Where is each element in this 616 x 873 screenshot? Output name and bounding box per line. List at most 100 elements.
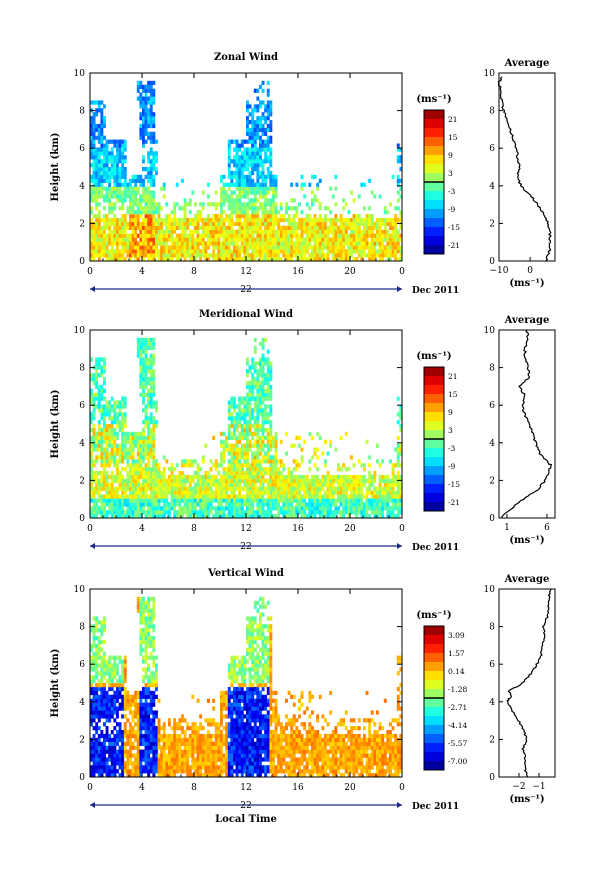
- heatmap-cell: [233, 486, 236, 491]
- heatmap-cell: [209, 253, 213, 258]
- heatmap-cell: [116, 506, 119, 511]
- heatmap-cell: [321, 229, 325, 234]
- heatmap-cell: [90, 420, 93, 425]
- heatmap-cell: [162, 217, 166, 223]
- heatmap-cell: [152, 92, 156, 97]
- heatmap-cell: [121, 257, 125, 262]
- heatmap-cell: [217, 510, 221, 515]
- heatmap-cell: [90, 643, 93, 649]
- heatmap-cell: [269, 506, 273, 511]
- heatmap-cell: [186, 459, 190, 464]
- heatmap-cell: [134, 217, 138, 223]
- heatmap-cell: [355, 245, 359, 250]
- heatmap-cell: [253, 159, 257, 164]
- heatmap-cell: [116, 420, 119, 425]
- heatmap-cell: [240, 451, 244, 456]
- heatmap-cell: [139, 127, 143, 133]
- heatmap-cell: [136, 221, 140, 227]
- heatmap-cell: [147, 498, 151, 503]
- heatmap-cell: [222, 443, 226, 448]
- heatmap-cell: [100, 686, 104, 692]
- heatmap-cell: [142, 443, 145, 448]
- colorbar-swatch: [424, 466, 444, 476]
- heatmap-cell: [194, 202, 197, 207]
- heatmap-cell: [100, 632, 104, 637]
- heatmap-cell: [123, 167, 127, 172]
- heatmap-cell: [220, 478, 223, 484]
- heatmap-cell: [95, 384, 99, 390]
- heatmap-cell: [292, 241, 296, 246]
- heatmap-cell: [214, 206, 218, 211]
- heatmap-cell: [129, 210, 132, 215]
- heatmap-cell: [191, 190, 195, 195]
- heatmap-cell: [136, 451, 140, 456]
- heatmap-cell: [326, 494, 330, 499]
- heatmap-cell: [103, 155, 106, 160]
- heatmap-cell: [240, 506, 244, 511]
- heatmap-cell: [399, 498, 403, 503]
- heatmap-cell: [152, 151, 156, 156]
- heatmap-cell: [342, 249, 346, 254]
- heatmap-cell: [279, 439, 283, 444]
- heatmap-cell: [95, 698, 99, 703]
- heatmap-cell: [149, 237, 153, 242]
- heatmap-cell: [217, 514, 221, 519]
- heatmap-cell: [396, 486, 400, 491]
- heatmap-cell: [212, 249, 216, 254]
- heatmap-cell: [368, 471, 372, 476]
- heatmap-cell: [243, 427, 247, 433]
- heatmap-cell: [313, 257, 317, 262]
- heatmap-cell: [376, 502, 379, 507]
- heatmap-cell: [155, 210, 158, 215]
- heatmap-cell: [134, 471, 138, 476]
- heatmap-cell: [131, 478, 135, 484]
- heatmap-cell: [381, 494, 385, 499]
- heatmap-cell: [235, 221, 239, 227]
- heatmap-cell: [222, 494, 226, 499]
- heatmap-cell: [240, 214, 244, 219]
- heatmap-cell: [227, 482, 231, 487]
- heatmap-cell: [173, 221, 177, 227]
- heatmap-cell: [316, 490, 320, 495]
- heatmap-cell: [298, 257, 301, 262]
- profile-y-tick-label: 6: [489, 144, 495, 154]
- heatmap-cell: [235, 494, 239, 499]
- heatmap-cell: [269, 123, 273, 129]
- heatmap-cell: [149, 392, 153, 397]
- heatmap-cell: [246, 214, 249, 219]
- heatmap-cell: [152, 443, 156, 448]
- heatmap-cell: [321, 241, 325, 246]
- heatmap-cell: [217, 237, 221, 242]
- heatmap-cell: [274, 253, 278, 258]
- heatmap-cell: [110, 471, 114, 476]
- heatmap-cell: [105, 710, 109, 715]
- heatmap-cell: [347, 245, 351, 250]
- heatmap-cell: [334, 245, 338, 250]
- heatmap-cell: [266, 237, 270, 242]
- heatmap-cell: [248, 120, 252, 125]
- heatmap-cell: [97, 139, 101, 144]
- heatmap-cell: [149, 214, 153, 219]
- heatmap-cell: [92, 159, 96, 164]
- heatmap-cell: [147, 467, 151, 472]
- heatmap-cell: [240, 502, 244, 507]
- heatmap-cell: [103, 229, 106, 234]
- heatmap-cell: [136, 474, 140, 480]
- heatmap-cell: [207, 510, 210, 515]
- heatmap-cell: [342, 245, 346, 250]
- heatmap-cell: [116, 467, 119, 472]
- heatmap-cell: [334, 474, 338, 480]
- heatmap-cell: [269, 396, 273, 401]
- heatmap-cell: [248, 514, 252, 519]
- heatmap-cell: [142, 392, 145, 397]
- heatmap-cell: [290, 229, 294, 234]
- heatmap-cell: [287, 257, 291, 262]
- heatmap-cell: [300, 253, 304, 258]
- heatmap-cell: [92, 116, 96, 121]
- heatmap-cell: [261, 241, 265, 246]
- heatmap-cell: [113, 408, 117, 413]
- heatmap-cell: [251, 151, 255, 156]
- heatmap-cell: [227, 253, 231, 258]
- heatmap-cell: [264, 108, 268, 113]
- heatmap-cell: [238, 147, 242, 152]
